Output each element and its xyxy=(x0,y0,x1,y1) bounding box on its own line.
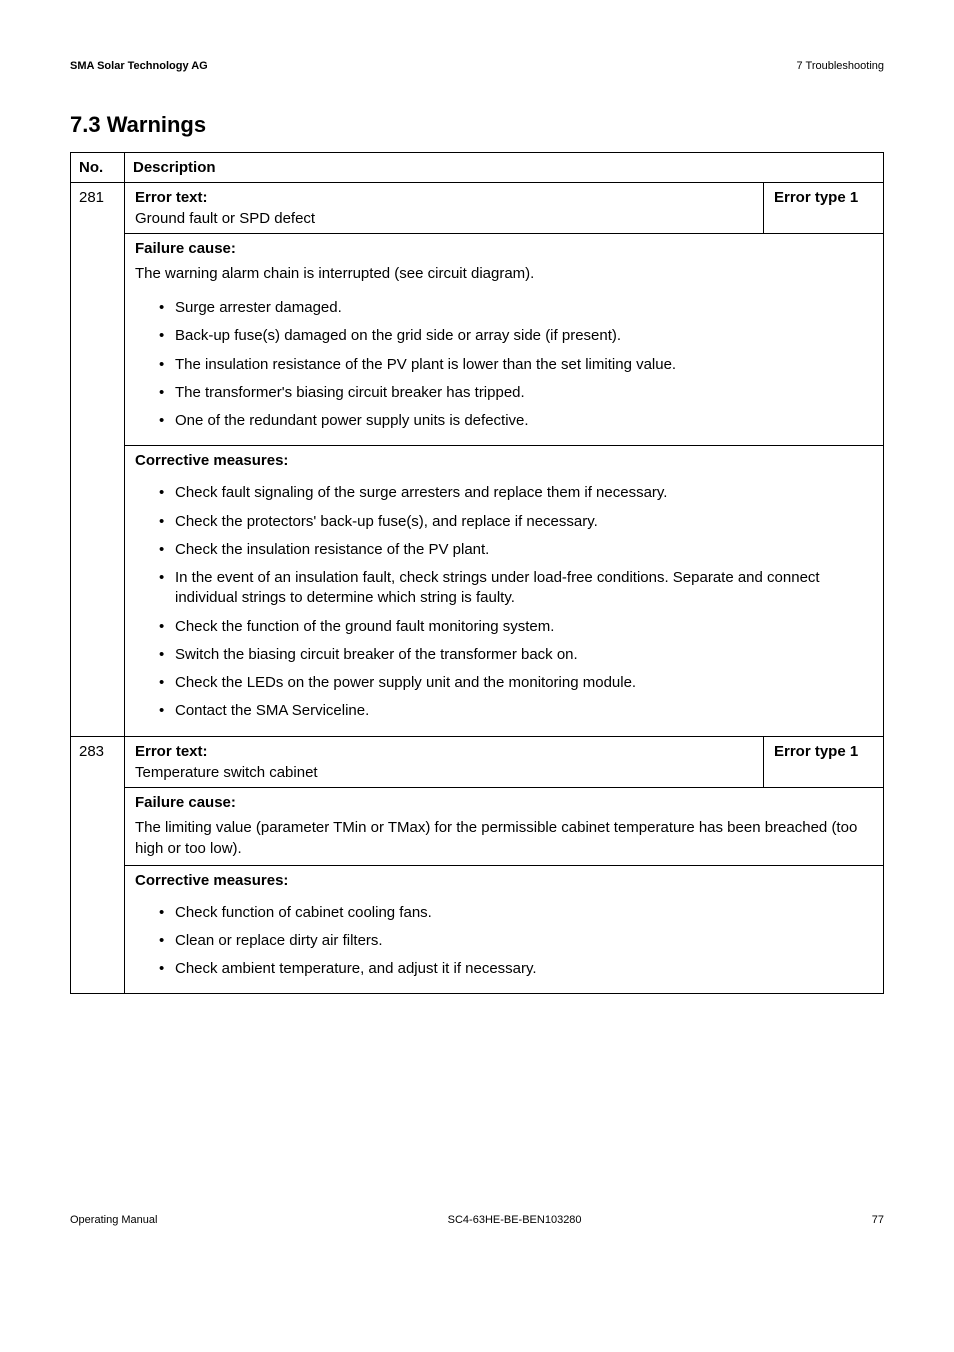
page-footer: Operating Manual SC4-63HE-BE-BEN103280 7… xyxy=(70,1214,884,1226)
error-text-label: Error text: xyxy=(135,189,753,206)
error-type: Error type 1 xyxy=(763,737,883,787)
table-row: Corrective measures: Check fault signali… xyxy=(71,446,884,736)
list-item: Check the LEDs on the power supply unit … xyxy=(159,669,873,697)
list-item: Check the protectors' back-up fuse(s), a… xyxy=(159,508,873,536)
failure-cause-label: Failure cause: xyxy=(125,788,883,817)
footer-center: SC4-63HE-BE-BEN103280 xyxy=(448,1214,582,1226)
table-row: 283 Error text: Temperature switch cabin… xyxy=(71,736,884,787)
list-item: Check fault signaling of the surge arres… xyxy=(159,479,873,507)
error-row: Error text: Ground fault or SPD defect E… xyxy=(125,183,883,233)
failure-bullets: Surge arrester damaged. Back-up fuse(s) … xyxy=(125,294,883,435)
error-row: Error text: Temperature switch cabinet E… xyxy=(125,737,883,787)
table-row: 281 Error text: Ground fault or SPD defe… xyxy=(71,183,884,234)
list-item: Surge arrester damaged. xyxy=(159,294,873,322)
footer-right: 77 xyxy=(872,1214,884,1226)
list-item: Contact the SMA Serviceline. xyxy=(159,697,873,725)
list-item: Check the function of the ground fault m… xyxy=(159,613,873,641)
warnings-table: No. Description 281 Error text: Ground f… xyxy=(70,152,884,994)
failure-cause-label: Failure cause: xyxy=(125,234,883,263)
table-row: Failure cause: The limiting value (param… xyxy=(71,787,884,865)
error-text-value: Ground fault or SPD defect xyxy=(135,210,753,227)
list-item: Clean or replace dirty air filters. xyxy=(159,927,873,955)
corrective-label: Corrective measures: xyxy=(125,446,883,475)
error-text-label: Error text: xyxy=(135,743,753,760)
failure-cause-intro: The warning alarm chain is interrupted (… xyxy=(125,263,883,290)
col-header-no: No. xyxy=(71,153,125,183)
header-left: SMA Solar Technology AG xyxy=(70,60,208,72)
corrective-bullets: Check fault signaling of the surge arres… xyxy=(125,479,883,725)
header-right: 7 Troubleshooting xyxy=(797,60,884,72)
list-item: Back-up fuse(s) damaged on the grid side… xyxy=(159,322,873,350)
table-row: Corrective measures: Check function of c… xyxy=(71,865,884,994)
section-title: 7.3 Warnings xyxy=(70,112,884,138)
list-item: The insulation resistance of the PV plan… xyxy=(159,351,873,379)
list-item: In the event of an insulation fault, che… xyxy=(159,564,873,613)
row-no: 283 xyxy=(71,736,125,994)
list-item: Check function of cabinet cooling fans. xyxy=(159,899,873,927)
failure-cause-intro: The limiting value (parameter TMin or TM… xyxy=(125,817,883,865)
table-row: Failure cause: The warning alarm chain i… xyxy=(71,234,884,446)
corrective-label: Corrective measures: xyxy=(125,866,883,895)
page-header: SMA Solar Technology AG 7 Troubleshootin… xyxy=(70,60,884,72)
col-header-desc: Description xyxy=(125,153,884,183)
row-no: 281 xyxy=(71,183,125,737)
error-text-value: Temperature switch cabinet xyxy=(135,764,753,781)
corrective-bullets: Check function of cabinet cooling fans. … xyxy=(125,899,883,984)
list-item: Switch the biasing circuit breaker of th… xyxy=(159,641,873,669)
list-item: Check the insulation resistance of the P… xyxy=(159,536,873,564)
list-item: The transformer's biasing circuit breake… xyxy=(159,379,873,407)
footer-left: Operating Manual xyxy=(70,1214,157,1226)
list-item: One of the redundant power supply units … xyxy=(159,407,873,435)
error-type: Error type 1 xyxy=(763,183,883,233)
list-item: Check ambient temperature, and adjust it… xyxy=(159,955,873,983)
